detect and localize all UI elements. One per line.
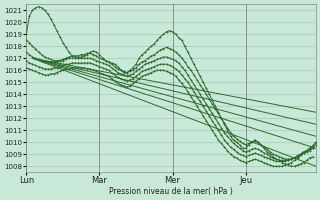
X-axis label: Pression niveau de la mer( hPa ): Pression niveau de la mer( hPa ) (109, 187, 233, 196)
